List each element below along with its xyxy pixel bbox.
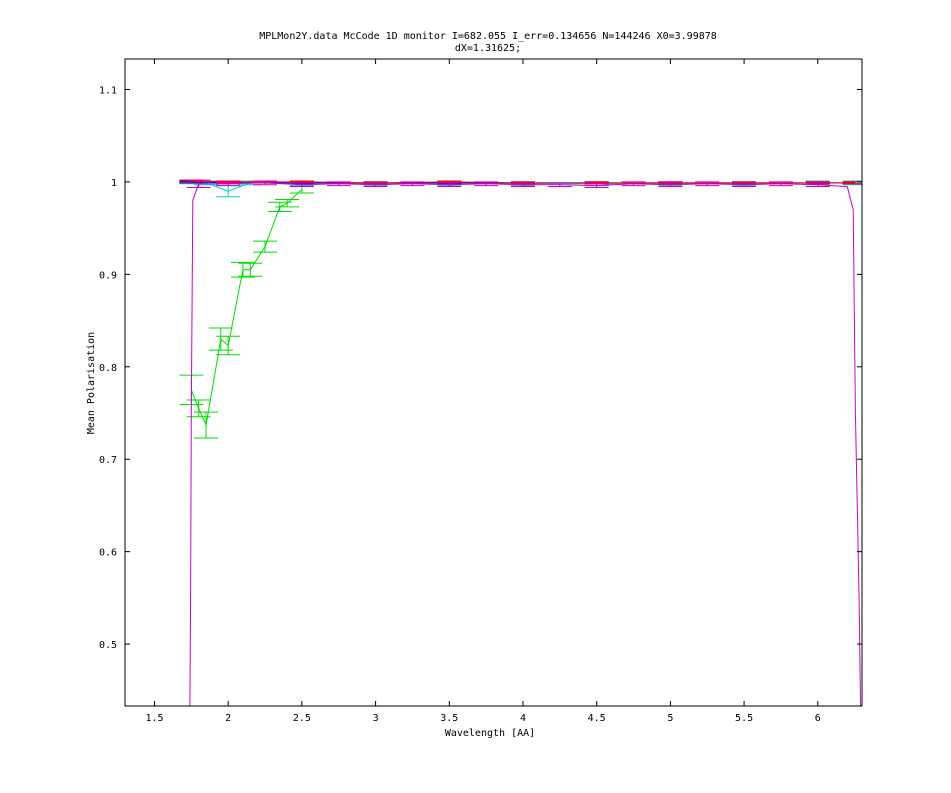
y-tick-label-4: 0.9: [99, 270, 117, 281]
y-tick-label-3: 0.8: [99, 363, 117, 374]
plot-frame: [124, 58, 863, 707]
x-tick-label-1: 2: [225, 713, 231, 724]
chart-title-line2: dX=1.31625;: [455, 43, 521, 54]
x-axis-label: Wavelength [AA]: [445, 728, 535, 739]
series-line-0: [190, 188, 303, 427]
series-0: [179, 185, 314, 439]
chart-title-line1: MPLMon2Y.data McCode 1D monitor I=682.05…: [259, 31, 717, 42]
x-tick-label-9: 6: [815, 713, 821, 724]
axes-layer: 1.5 2 2.5 3 3.5 4 4.5 5 5.5 6 0.5 0.6 0.7 0.8 0.9 1 1.1: [99, 58, 863, 724]
y-tick-label-6: 1.1: [99, 86, 117, 97]
y-tick-label-5: 1: [111, 178, 117, 189]
x-tick-label-6: 4.5: [588, 713, 606, 724]
x-tick-label-2: 2.5: [293, 713, 311, 724]
y-tick-label-2: 0.7: [99, 455, 117, 466]
x-tick-label-5: 4: [520, 713, 526, 724]
series-4: [186, 179, 861, 706]
x-tick-label-3: 3: [373, 713, 379, 724]
series-layer: [179, 179, 862, 706]
x-tick-label-4: 3.5: [440, 713, 458, 724]
x-tick-label-0: 1.5: [145, 713, 163, 724]
x-tick-label-7: 5: [667, 713, 673, 724]
y-axis-label: Mean Polarisation: [86, 332, 97, 434]
y-tick-label-0: 0.5: [99, 640, 117, 651]
x-tick-label-8: 5.5: [735, 713, 753, 724]
y-tick-label-1: 0.6: [99, 548, 117, 559]
series-line-4: [189, 182, 861, 706]
